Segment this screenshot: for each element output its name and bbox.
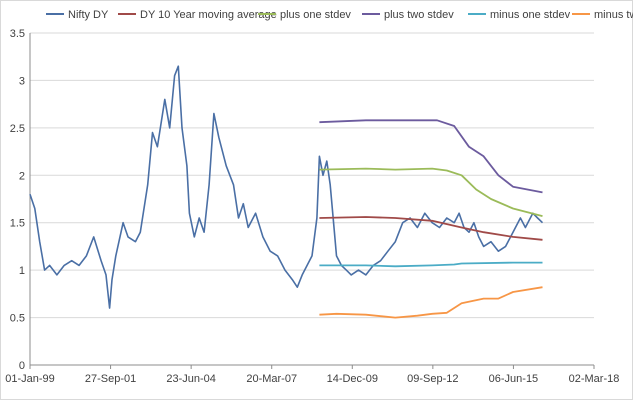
chart-series: [29, 65, 544, 319]
series-line-plus-one-stdev: [319, 167, 543, 217]
series-line-nifty-dy: [29, 65, 544, 309]
legend-entry: minus two stdev: [594, 9, 633, 21]
x-tick-label: 02-Mar-18: [569, 373, 620, 385]
x-tick-label: 20-Mar-07: [246, 373, 297, 385]
series-line-minus-two-stdev: [319, 286, 543, 319]
chart-legend: Nifty DY DY 10 Year moving average plus on…: [46, 9, 633, 21]
x-axis-tick-labels: 01-Jan-99 27-Sep-01 23-Jun-04 20-Mar-07 14-D…: [5, 373, 619, 385]
x-tick-label: 06-Jun-15: [489, 373, 539, 385]
y-tick-label: 2.5: [10, 123, 25, 135]
legend-entry: plus one stdev: [280, 9, 351, 21]
y-tick-label: 2: [19, 170, 25, 182]
legend-entry: plus two stdev: [384, 9, 454, 21]
series-line-plus-two-stdev: [319, 119, 543, 194]
chart-gridlines: [30, 32, 594, 319]
y-tick-label: 3.5: [10, 28, 25, 40]
x-tick-label: 01-Jan-99: [5, 373, 55, 385]
x-tick-label: 23-Jun-04: [166, 373, 216, 385]
x-tick-label: 14-Dec-09: [327, 373, 378, 385]
legend-entry: minus one stdev: [490, 9, 571, 21]
y-tick-label: 1.5: [10, 218, 25, 230]
legend-entry: DY 10 Year moving average: [140, 9, 277, 21]
y-tick-label: 1: [19, 265, 25, 277]
legend-entry: Nifty DY: [68, 9, 109, 21]
y-axis-tick-labels: 0 0.5 1 1.5 2 2.5 3 3.5: [10, 28, 25, 372]
chart-axes: [29, 33, 595, 369]
series-line-minus-one-stdev: [319, 261, 543, 268]
y-tick-label: 3: [19, 75, 25, 87]
y-tick-label: 0.5: [10, 313, 25, 325]
series-line-dy-10-year-moving-average: [319, 216, 543, 241]
y-tick-label: 0: [19, 360, 25, 372]
x-tick-label: 27-Sep-01: [85, 373, 136, 385]
x-tick-label: 09-Sep-12: [407, 373, 458, 385]
